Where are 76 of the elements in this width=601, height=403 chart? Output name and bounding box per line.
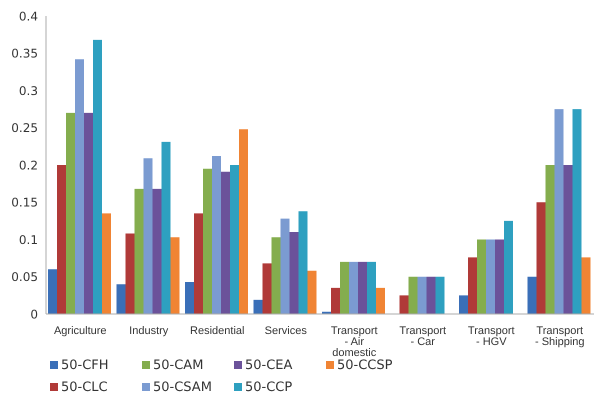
x-tick-label: Transport - Shipping — [534, 324, 585, 348]
bar — [290, 232, 298, 314]
bar — [546, 165, 554, 314]
legend-label: 50-CEA — [245, 358, 292, 372]
legend-label: 50-CFH — [61, 358, 109, 372]
x-tick-label: Industry — [129, 324, 169, 337]
y-tick-label: 0.05 — [11, 270, 38, 284]
bar — [84, 112, 93, 314]
bar — [358, 262, 367, 314]
legend-label: 50-CAM — [153, 358, 204, 372]
legend-label: 50-CCSP — [337, 358, 392, 372]
bar — [564, 165, 572, 314]
x-tick-label: Services — [264, 324, 308, 337]
bar — [144, 158, 152, 314]
bar — [554, 109, 564, 314]
bar — [376, 288, 385, 314]
legend-label: 50-CLC — [61, 380, 108, 394]
bar — [93, 40, 102, 314]
bar — [116, 284, 126, 314]
bar — [486, 240, 495, 314]
bar — [221, 172, 230, 314]
bar — [230, 165, 239, 314]
x-tick-label: Transport - HGV — [468, 324, 515, 348]
y-tick-label: 0.25 — [11, 121, 38, 136]
legend-label: 50-CSAM — [153, 380, 212, 394]
bar — [194, 213, 203, 314]
bar — [272, 237, 280, 314]
bar — [367, 262, 376, 314]
bar — [528, 276, 536, 314]
bar — [495, 240, 504, 314]
bar — [298, 211, 308, 314]
y-tick-label: 0.3 — [18, 84, 38, 98]
bar — [436, 276, 444, 314]
bar — [203, 168, 212, 314]
bar — [134, 188, 144, 314]
bar — [254, 300, 262, 314]
bar — [426, 276, 436, 314]
bar — [152, 188, 162, 314]
bar — [185, 282, 194, 314]
y-tick-label: 0.15 — [11, 196, 38, 210]
bar — [582, 257, 590, 314]
bar — [468, 257, 477, 314]
legend-label: 50-CCP — [245, 380, 292, 394]
bar — [477, 240, 486, 314]
bar — [162, 142, 170, 314]
y-tick-label: 0.2 — [18, 158, 38, 172]
x-tick-label: Transport - Air domestic — [330, 324, 378, 359]
bar — [126, 234, 134, 314]
bar — [280, 218, 290, 314]
bar — [75, 59, 84, 314]
x-tick-label: Residential — [190, 324, 244, 337]
y-tick-label: 0.1 — [18, 232, 38, 247]
x-tick-label: Agriculture — [54, 324, 107, 337]
bar — [459, 295, 468, 314]
bar — [504, 220, 513, 314]
bar — [572, 109, 582, 314]
y-tick-label: 0.4 — [18, 9, 38, 24]
bar — [536, 202, 546, 314]
bar — [262, 263, 272, 314]
bar — [66, 112, 75, 314]
bar — [400, 295, 408, 314]
bar — [408, 276, 418, 314]
bar — [170, 237, 180, 314]
bar — [57, 165, 66, 314]
bar — [102, 213, 111, 314]
bar — [349, 262, 358, 314]
y-tick-label: 0.35 — [11, 46, 38, 61]
y-tick-label: 0 — [30, 307, 38, 322]
bar — [239, 129, 248, 314]
bar — [212, 156, 221, 314]
x-tick-label: Transport - Car — [399, 324, 446, 348]
bar — [48, 269, 57, 314]
bar — [340, 262, 349, 314]
bar — [418, 276, 426, 314]
bar — [331, 288, 340, 314]
bar — [308, 270, 316, 314]
